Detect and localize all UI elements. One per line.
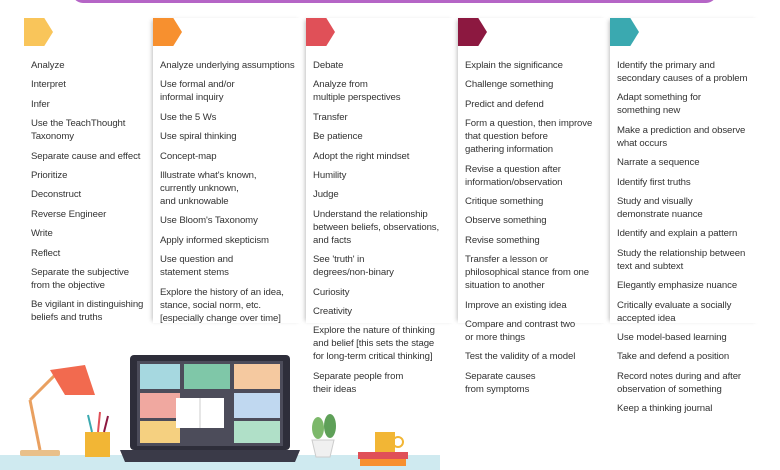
list-item: Use formal and/or informal inquiry — [160, 79, 235, 104]
list-item: Separate people from their ideas — [313, 370, 404, 395]
list-item: Separate cause and effect — [31, 150, 141, 162]
list-item: Narrate a sequence — [617, 157, 700, 169]
list-item: Prioritize — [31, 169, 68, 181]
list-item: Identify and explain a pattern — [617, 228, 738, 240]
list-item: Identify the primary and secondary cause… — [617, 60, 748, 84]
column-tab-icon — [610, 18, 639, 46]
column-2: Analyze underlying assumptions Use formal… — [153, 18, 303, 324]
list-item: Curiosity — [313, 286, 350, 298]
list-item: Illustrate what's known, currently unkno… — [160, 169, 257, 207]
list-item: Use the TeachThought Taxonomy — [31, 118, 126, 143]
list-item: Transfer — [313, 111, 348, 123]
strategy-list: Analyze Interpret Infer Use the TeachThough… — [31, 59, 143, 331]
list-item: Revise something — [465, 234, 540, 246]
list-item: Infer — [31, 98, 50, 110]
list-item: Be patience — [313, 131, 363, 143]
column-3: Debate Analyze from multiple perspectives… — [306, 18, 456, 395]
list-item: Creativity — [313, 305, 352, 317]
list-item: Take and defend a position — [617, 351, 730, 363]
list-item: Concept-map — [160, 150, 217, 162]
list-item: Critique something — [465, 195, 544, 207]
list-item: Write — [31, 228, 53, 240]
strategy-list: Debate Analyze from multiple perspectives… — [313, 59, 439, 402]
list-item: Make a prediction and observe what occur… — [617, 124, 746, 149]
list-item: Explore the history of an idea, stance, … — [160, 286, 284, 324]
list-item: Apply informed skepticism — [160, 234, 269, 246]
list-item: Observe something — [465, 215, 547, 227]
list-item: Improve an existing idea — [465, 299, 567, 311]
list-item: Form a question, then improve that quest… — [465, 118, 593, 156]
list-item: Record notes during and after observatio… — [617, 370, 742, 395]
list-item: Debate — [313, 60, 344, 71]
list-item: Predict and defend — [465, 98, 544, 110]
list-item: Keep a thinking journal — [617, 403, 713, 415]
list-item: Revise a question after information/obse… — [465, 163, 563, 188]
list-item: Separate the subjective from the objecti… — [31, 266, 129, 291]
list-item: Explore the nature of thinking and belie… — [313, 325, 435, 363]
column-4: Explain the significance Challenge someth… — [458, 18, 608, 395]
list-item: Reverse Engineer — [31, 208, 107, 220]
list-item: Critically evaluate a socially accepted … — [617, 299, 732, 324]
list-item: Analyze underlying assumptions — [160, 60, 295, 71]
column-tab-icon — [306, 18, 335, 46]
list-item: Use question and statement stems — [160, 254, 234, 279]
column-5: Identify the primary and secondary cause… — [610, 18, 760, 414]
desk — [0, 455, 440, 470]
classroom-illustration — [0, 355, 440, 470]
laptop-icon — [120, 355, 300, 462]
list-item: Transfer a lesson or philosophical stanc… — [465, 254, 590, 292]
list-item: Reflect — [31, 247, 61, 259]
list-item: Be vigilant in distinguishing beliefs an… — [31, 299, 144, 324]
list-item: Analyze — [31, 60, 65, 71]
plant-icon — [311, 414, 336, 458]
list-item: Test the validity of a model — [465, 351, 576, 363]
list-item: Adapt something for something new — [617, 92, 701, 117]
list-item: Elegantly emphasize nuance — [617, 280, 738, 292]
column-1: Analyze Interpret Infer Use the TeachThough… — [24, 18, 174, 323]
list-item: Study the relationship between text and … — [617, 247, 746, 272]
list-item: Understand the relationship between beli… — [313, 208, 440, 246]
list-item: Judge — [313, 189, 339, 201]
list-item: Use spiral thinking — [160, 131, 237, 143]
mug-icon — [375, 432, 404, 452]
list-item: Compare and contrast two or more things — [465, 318, 576, 343]
books-icon — [358, 452, 408, 466]
list-item: Adopt the right mindset — [313, 150, 410, 162]
column-tab-icon — [458, 18, 487, 46]
list-item: Study and visually demonstrate nuance — [617, 195, 703, 220]
list-item: Challenge something — [465, 79, 554, 91]
list-item: Identify first truths — [617, 176, 691, 188]
top-banner — [72, 0, 717, 3]
column-tab-icon — [24, 18, 53, 46]
column-tab-icon — [153, 18, 182, 46]
list-item: Separate causes from symptoms — [465, 370, 536, 395]
list-item: Deconstruct — [31, 189, 82, 201]
list-item: Explain the significance — [465, 60, 563, 71]
list-item: Use Bloom's Taxonomy — [160, 215, 258, 227]
list-item: Interpret — [31, 79, 66, 91]
strategy-list: Identify the primary and secondary cause… — [617, 59, 748, 421]
list-item: Use model-based learning — [617, 331, 727, 343]
strategy-list: Analyze underlying assumptions Use formal… — [160, 59, 295, 331]
pencil-cup-icon — [85, 411, 110, 457]
list-item: See 'truth' in degrees/non-binary — [313, 254, 394, 279]
list-item: Analyze from multiple perspectives — [313, 79, 401, 104]
list-item: Use the 5 Ws — [160, 111, 217, 123]
strategy-list: Explain the significance Challenge someth… — [465, 59, 592, 402]
lamp-icon — [20, 365, 95, 456]
list-item: Humility — [313, 169, 347, 181]
